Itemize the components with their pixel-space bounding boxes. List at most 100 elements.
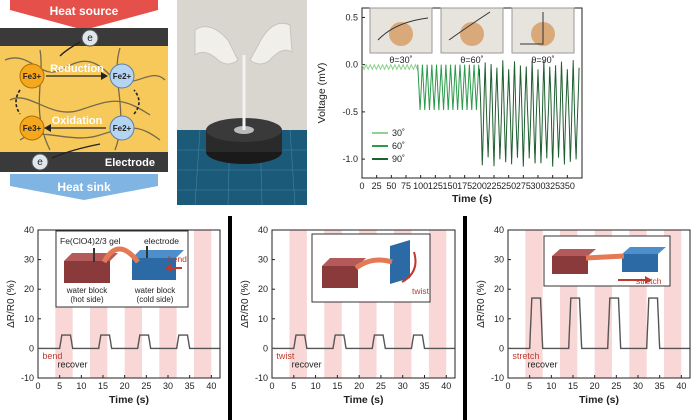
electron-bottom-label: e	[37, 157, 43, 168]
x-tick-label: 25	[141, 381, 151, 391]
y-axis-label: Voltage (mV)	[316, 63, 328, 124]
x-axis-label: Time (s)	[343, 394, 383, 406]
y-tick-label: -1.0	[342, 154, 358, 164]
x-tick-label: 15	[568, 381, 578, 391]
x-tick-label: 5	[57, 381, 62, 391]
bend-inset-hot-block-label: water block	[66, 286, 108, 295]
x-tick-label: 10	[546, 381, 556, 391]
x-axis-label: Time (s)	[579, 394, 619, 406]
y-tick-label: 0	[263, 343, 268, 353]
x-tick-label: 35	[185, 381, 195, 391]
x-tick-label: 5	[291, 381, 296, 391]
angle-inset-90	[511, 7, 575, 54]
bend-inset-electrode-label: electrode	[144, 236, 179, 246]
heat-sink-label: Heat sink	[57, 180, 111, 194]
cycle-arrow-right	[133, 89, 140, 115]
heat-source-arrow	[10, 0, 158, 30]
y-tick-label: -0.5	[342, 107, 358, 117]
reduction-arrowhead	[101, 72, 108, 80]
fe3-ion-top-label: Fe3+	[23, 72, 42, 81]
x-tick-label: 10	[76, 381, 86, 391]
legend-label-0: 30˚	[392, 128, 405, 138]
x-tick-label: 30	[398, 381, 408, 391]
x-tick-label: 20	[590, 381, 600, 391]
x-tick-label: 5	[527, 381, 532, 391]
fe2-ion-bottom-label: Fe2+	[113, 124, 132, 133]
annotation-recover: recover	[292, 360, 322, 370]
x-tick-label: 0	[35, 381, 40, 391]
x-axis-label: Time (s)	[109, 394, 149, 406]
x-tick-label: 200	[472, 181, 487, 191]
x-tick-label: 25	[372, 181, 382, 191]
electron-top-label: e	[87, 33, 93, 44]
heat-sink-arrow	[10, 174, 158, 200]
y-tick-label: 30	[258, 255, 268, 265]
annotation-recover: recover	[58, 360, 88, 370]
shaded-interval	[428, 230, 447, 378]
angle-inset-30	[369, 7, 433, 54]
panel-divider-1	[228, 216, 232, 420]
series-line-1	[417, 64, 480, 111]
x-tick-label: 40	[206, 381, 216, 391]
y-tick-label: 10	[24, 314, 34, 324]
plot-frame	[507, 229, 691, 379]
x-tick-label: 15	[98, 381, 108, 391]
electron-top-icon	[81, 29, 99, 47]
y-tick-label: 0.0	[345, 60, 358, 70]
electrode-label: Electrode	[105, 157, 155, 169]
x-tick-label: 300	[530, 181, 545, 191]
bend-inset	[55, 230, 189, 308]
bend-inset-hot-side-label: (hot side)	[70, 295, 104, 304]
y-tick-label: 30	[494, 255, 504, 265]
panel-divider-2	[463, 216, 467, 420]
response-line	[38, 334, 220, 350]
y-tick-label: -10	[21, 373, 34, 383]
x-tick-label: 350	[560, 181, 575, 191]
plot-frame	[37, 229, 221, 379]
bend-inset-cold-block-label: water block	[134, 286, 176, 295]
stretch-inset	[543, 235, 671, 287]
bend-inset-bend-label: bend	[168, 254, 187, 264]
shaded-interval	[289, 230, 307, 378]
y-tick-label: 10	[494, 314, 504, 324]
x-tick-label: 35	[419, 381, 429, 391]
x-tick-label: 250	[501, 181, 516, 191]
x-tick-label: 35	[655, 381, 665, 391]
schematic-panel: Heat source Electrode Heat sink e e Fe3+…	[0, 0, 168, 200]
x-tick-label: 125	[428, 181, 443, 191]
x-tick-label: 20	[120, 381, 130, 391]
electron-top-arrow	[59, 41, 81, 57]
x-tick-label: 50	[386, 181, 396, 191]
x-tick-label: 40	[676, 381, 686, 391]
inset-caption-30: θ=30˚	[389, 55, 412, 65]
oxidation-arrowhead	[44, 124, 51, 132]
x-tick-label: 0	[269, 381, 274, 391]
angle-inset-60	[440, 7, 504, 54]
y-tick-label: 0.5	[345, 12, 358, 22]
electron-bottom-arrow	[51, 143, 101, 159]
twist-inset	[311, 233, 431, 303]
reduction-label: Reduction	[50, 63, 104, 75]
x-tick-label: 225	[486, 181, 501, 191]
x-tick-label: 0	[505, 381, 510, 391]
y-tick-label: 20	[494, 284, 504, 294]
inset-caption-90: θ=90˚	[531, 55, 554, 65]
x-tick-label: 150	[442, 181, 457, 191]
y-tick-label: 40	[258, 225, 268, 235]
x-tick-label: 325	[545, 181, 560, 191]
photo-gloved-hands-stretching-fiber	[177, 0, 307, 206]
y-tick-label: 0	[29, 343, 34, 353]
inset-caption-60: θ=60˚	[460, 55, 483, 65]
y-axis-label: ΔR/R0 (%)	[240, 280, 251, 328]
response-line	[272, 334, 455, 350]
x-tick-label: 30	[163, 381, 173, 391]
x-tick-label: 30	[633, 381, 643, 391]
annotation-recover: recover	[528, 360, 558, 370]
fe2-ion-top-label: Fe2+	[113, 72, 132, 81]
y-tick-label: 40	[24, 225, 34, 235]
legend-label-1: 60˚	[392, 141, 405, 151]
heat-source-label: Heat source	[50, 4, 119, 18]
y-axis-label: ΔR/R0 (%)	[6, 280, 17, 328]
series-line-0	[361, 63, 419, 71]
x-tick-label: 75	[401, 181, 411, 191]
